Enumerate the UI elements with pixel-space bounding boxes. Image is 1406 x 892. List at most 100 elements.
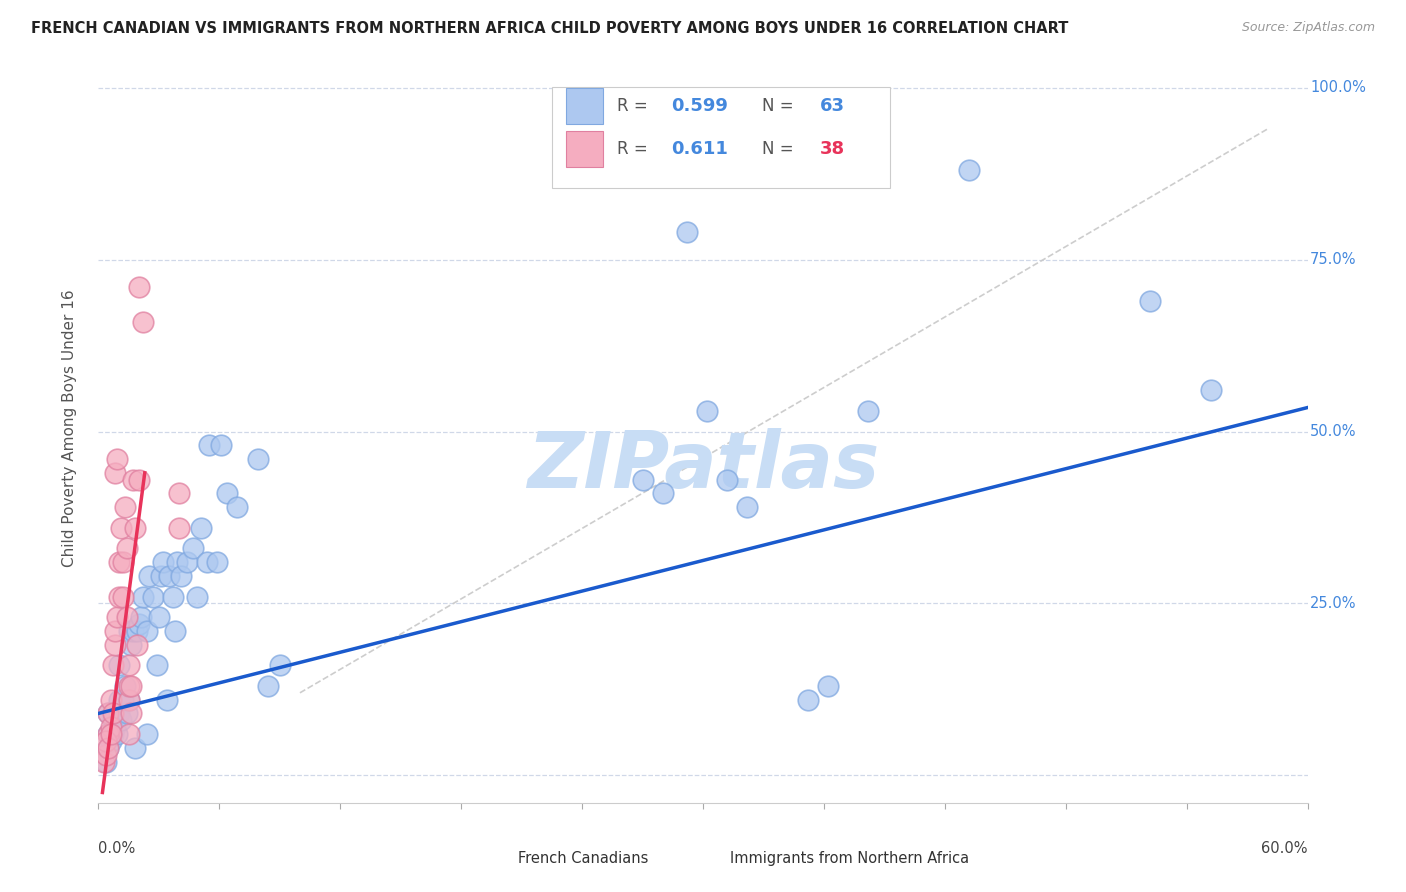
Text: 75.0%: 75.0%: [1310, 252, 1357, 268]
Text: 38: 38: [820, 140, 845, 158]
Point: [135, 624, 157, 638]
Y-axis label: Child Poverty Among Boys Under 16: Child Poverty Among Boys Under 16: [62, 289, 77, 567]
Point: [101, 706, 124, 721]
Point: [163, 624, 186, 638]
Point: [101, 658, 124, 673]
Point: [125, 624, 148, 638]
Point: [107, 692, 129, 706]
Point: [118, 624, 141, 638]
Point: [105, 452, 128, 467]
Point: [858, 404, 880, 418]
Point: [142, 590, 165, 604]
Point: [110, 521, 132, 535]
Point: [105, 727, 128, 741]
Point: [118, 658, 141, 673]
Text: 100.0%: 100.0%: [1310, 80, 1365, 95]
FancyBboxPatch shape: [551, 87, 890, 188]
Text: 60.0%: 60.0%: [1261, 840, 1308, 855]
Point: [167, 486, 190, 500]
Text: 0.599: 0.599: [672, 97, 728, 115]
Point: [105, 610, 128, 624]
Point: [103, 624, 125, 638]
Point: [198, 438, 221, 452]
Point: [124, 740, 146, 755]
Point: [115, 706, 138, 721]
Point: [190, 521, 212, 535]
Point: [107, 706, 129, 721]
Point: [97, 727, 120, 741]
Point: [128, 473, 150, 487]
Text: R =: R =: [617, 97, 654, 115]
Point: [148, 610, 170, 624]
Point: [103, 466, 125, 480]
Text: French Canadians: French Canadians: [517, 852, 648, 866]
Point: [132, 590, 155, 604]
Point: [1139, 293, 1161, 308]
FancyBboxPatch shape: [690, 847, 717, 871]
Point: [651, 486, 673, 500]
Point: [96, 747, 118, 762]
Point: [125, 638, 148, 652]
Point: [100, 734, 122, 748]
Text: 0.611: 0.611: [672, 140, 728, 158]
Point: [797, 692, 820, 706]
Point: [269, 658, 291, 673]
Point: [121, 624, 143, 638]
FancyBboxPatch shape: [479, 847, 506, 871]
Point: [101, 727, 124, 741]
Text: 0.0%: 0.0%: [98, 840, 135, 855]
Point: [114, 500, 136, 515]
Text: N =: N =: [762, 140, 799, 158]
Point: [128, 617, 150, 632]
Text: 63: 63: [820, 97, 845, 115]
Point: [97, 740, 120, 755]
Point: [176, 555, 198, 569]
Point: [120, 706, 142, 721]
Point: [100, 692, 122, 706]
Point: [132, 315, 155, 329]
Point: [118, 692, 141, 706]
Point: [118, 692, 141, 706]
Point: [209, 438, 232, 452]
Text: ZIPatlas: ZIPatlas: [527, 427, 879, 504]
Point: [167, 521, 190, 535]
Point: [96, 755, 118, 769]
Point: [107, 658, 129, 673]
Point: [121, 473, 143, 487]
Point: [149, 569, 172, 583]
Point: [696, 404, 718, 418]
Text: Source: ZipAtlas.com: Source: ZipAtlas.com: [1241, 21, 1375, 35]
Text: 25.0%: 25.0%: [1310, 596, 1357, 611]
Point: [110, 714, 132, 728]
Point: [93, 755, 115, 769]
Point: [716, 473, 738, 487]
Point: [96, 734, 118, 748]
Point: [97, 740, 120, 755]
Point: [120, 679, 142, 693]
Point: [186, 590, 208, 604]
Point: [195, 555, 218, 569]
Point: [1199, 384, 1222, 398]
Text: 50.0%: 50.0%: [1310, 424, 1357, 439]
Point: [111, 555, 134, 569]
Point: [97, 727, 120, 741]
Point: [162, 590, 184, 604]
Point: [103, 638, 125, 652]
Point: [97, 706, 120, 721]
FancyBboxPatch shape: [567, 88, 603, 124]
Point: [207, 555, 229, 569]
Point: [217, 486, 239, 500]
Point: [107, 555, 129, 569]
Point: [100, 720, 122, 734]
Point: [676, 225, 699, 239]
Text: R =: R =: [617, 140, 654, 158]
Point: [128, 280, 150, 294]
Point: [181, 541, 204, 556]
Point: [124, 521, 146, 535]
Point: [120, 638, 142, 652]
FancyBboxPatch shape: [567, 131, 603, 167]
Point: [118, 679, 141, 693]
Point: [100, 727, 122, 741]
Point: [817, 679, 839, 693]
Point: [103, 720, 125, 734]
